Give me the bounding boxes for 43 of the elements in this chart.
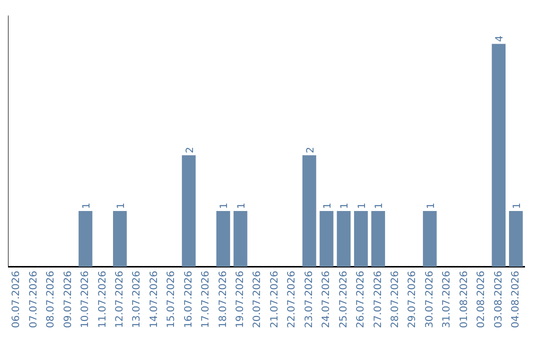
x-tick-label: 26.07.2026	[356, 270, 367, 328]
data-label: 1	[81, 202, 92, 210]
data-label: 2	[305, 146, 316, 154]
x-tick-label: 27.07.2026	[372, 270, 384, 328]
x-tick-label: 23.07.2026	[304, 270, 315, 328]
x-tick-label: 04.08.2026	[510, 270, 522, 328]
x-tick-label: 25.07.2026	[338, 270, 350, 328]
x-tick-label: 24.07.2026	[321, 270, 332, 328]
x-tick-label: 29.07.2026	[407, 270, 418, 328]
x-tick-label: 17.07.2026	[200, 270, 212, 328]
data-label: 1	[219, 202, 230, 210]
data-label: 1	[356, 202, 368, 210]
x-tick-label: 11.07.2026	[97, 270, 108, 328]
x-tick-label: 22.07.2026	[286, 270, 298, 328]
x-tick-label: 07.07.2026	[28, 270, 40, 328]
x-tick-label: 01.08.2026	[458, 270, 470, 328]
x-tick-label: 28.07.2026	[390, 270, 401, 328]
data-label: 1	[236, 202, 248, 210]
data-label: 1	[340, 202, 351, 210]
data-label: 1	[374, 202, 386, 210]
x-tick-label: 03.08.2026	[493, 270, 504, 328]
data-label: 1	[512, 202, 523, 210]
x-tick-label: 08.07.2026	[46, 270, 57, 328]
x-tick-label: 16.07.2026	[183, 270, 194, 328]
data-label: 1	[322, 202, 334, 210]
data-label: 2	[184, 146, 196, 154]
x-tick-label: 15.07.2026	[166, 270, 178, 328]
x-tick-label: 21.07.2026	[269, 270, 280, 328]
x-tick-label: 13.07.2026	[132, 270, 143, 328]
x-tick-label: 20.07.2026	[252, 270, 264, 328]
x-tick-label: 18.07.2026	[218, 270, 229, 328]
x-tick-label: 14.07.2026	[148, 270, 160, 328]
x-tick-label: 19.07.2026	[235, 270, 246, 328]
x-tick-label: 30.07.2026	[424, 270, 436, 328]
data-label: 4	[494, 35, 506, 42]
data-label: 1	[116, 202, 127, 210]
x-tick-label: 12.07.2026	[114, 270, 126, 328]
x-tick-label: 06.07.2026	[11, 270, 22, 328]
x-tick-label: 02.08.2026	[476, 270, 488, 328]
x-tick-label: 31.07.2026	[442, 270, 453, 328]
x-tick-label: 09.07.2026	[62, 270, 74, 328]
x-tick-label: 10.07.2026	[80, 270, 92, 328]
data-label: 1	[426, 202, 437, 210]
